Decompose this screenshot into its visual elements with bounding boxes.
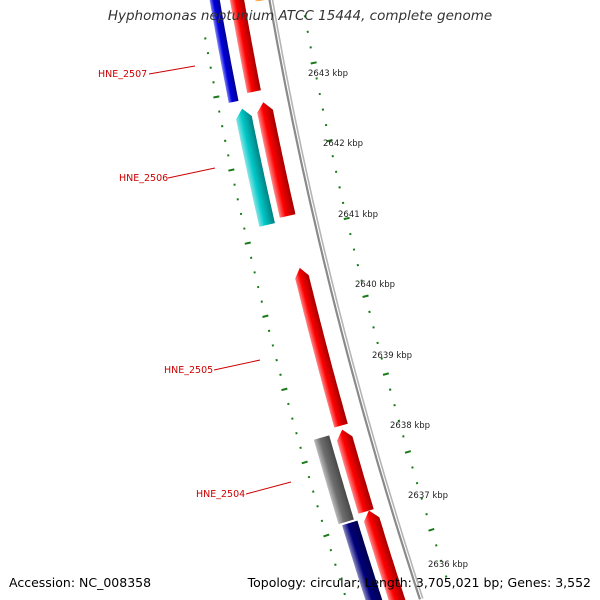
outer-scale-minor-tick: [372, 326, 375, 329]
outer-scale-minor-tick: [439, 559, 443, 563]
map-title: Hyphomonas neptunium ATCC 15444, complet…: [107, 8, 493, 24]
outer-scale-minor-tick: [444, 575, 448, 578]
inner-scale-minor-tick: [291, 417, 294, 420]
inner-scale-minor-tick: [320, 519, 324, 523]
inner-scale-minor-tick: [243, 227, 246, 230]
outer-scale-minor-tick: [402, 435, 405, 438]
inner-scale-minor-tick: [316, 505, 319, 508]
inner-scale-minor-tick: [334, 563, 337, 566]
outer-scale-major-tick: [382, 372, 390, 376]
inner-scale-minor-tick: [256, 285, 260, 289]
outer-scale-major-tick: [404, 450, 412, 454]
gene-hne-2505: [295, 267, 348, 428]
kbp-label: 2638 kbp: [390, 421, 430, 431]
inner-scale-minor-tick: [307, 475, 311, 479]
gene-block-forward-bottom: [364, 510, 406, 600]
backbone-highlight: [271, 0, 424, 599]
inner-scale-minor-tick: [260, 300, 263, 303]
gene-block-reverse-top: [209, 0, 239, 103]
gene-hne-2506-reverse: [236, 108, 275, 227]
outer-scale-major-tick: [343, 216, 350, 221]
outer-scale-minor-tick: [356, 263, 360, 267]
gene-label-leader: [213, 359, 261, 371]
inner-scale-major-tick: [262, 314, 269, 318]
gene-label-leader: [167, 167, 216, 179]
kbp-label: 2640 kbp: [355, 280, 395, 290]
feature-track: [209, 0, 406, 600]
outer-scale-minor-tick: [425, 512, 428, 516]
labels-layer: 2643 kbp 2642 kbp 2641 kbp 2640 kbp 2639 kbp…: [98, 65, 468, 570]
gene-label: HNE_2505: [164, 365, 213, 376]
inner-scale-major-tick: [281, 387, 288, 392]
inner-scale-major-tick: [228, 168, 235, 172]
outer-scale-major-tick: [362, 294, 369, 298]
outer-scale-minor-tick: [338, 186, 341, 189]
inner-scale-minor-tick: [299, 446, 302, 450]
inner-scale-minor-tick: [312, 490, 315, 493]
inner-scale-minor-tick: [343, 592, 346, 596]
gene-hne-2504-forward: [337, 429, 374, 514]
inner-scale-major-tick: [213, 95, 220, 99]
gene-label: HNE_2506: [119, 173, 168, 184]
inner-scale-major-tick: [244, 241, 251, 245]
orange-feature-top: [255, 0, 265, 2]
outer-scale-minor-tick: [411, 466, 414, 469]
outer-scale-minor-tick: [420, 497, 424, 500]
backbone-track: [268, 0, 424, 600]
genome-summary-text: Topology: circular; Length: 3,705,021 bp…: [247, 575, 591, 590]
gene-label: HNE_2507: [98, 69, 147, 80]
kbp-label: 2643 kbp: [308, 69, 348, 79]
outer-scale-minor-tick: [376, 341, 379, 345]
gene-block-reverse-bottom: [342, 520, 383, 600]
gene-hne-2504-other: [313, 435, 354, 525]
outer-scale-minor-tick: [352, 248, 356, 251]
inner-scale-minor-tick: [295, 431, 298, 435]
scale-ticks: [204, 15, 448, 596]
outer-scale-major-tick: [428, 527, 435, 532]
outer-scale-minor-tick: [434, 544, 438, 547]
inner-scale-major-tick: [323, 533, 330, 538]
gene-label-leader: [148, 65, 196, 75]
gene-hne-2506-forward: [257, 102, 296, 218]
inner-scale-minor-tick: [329, 548, 333, 552]
outer-scale-minor-tick: [415, 481, 419, 485]
outer-scale-minor-tick: [349, 232, 352, 236]
inner-scale-minor-tick: [279, 373, 282, 376]
outer-scale-minor-tick: [393, 403, 396, 407]
outer-scale-minor-tick: [388, 388, 392, 391]
outer-scale-minor-tick: [397, 419, 401, 423]
outer-scale-minor-tick: [380, 357, 383, 360]
accession-text: Accession: NC_008358: [9, 575, 152, 590]
kbp-label: 2636 kbp: [428, 560, 468, 570]
inner-scale-minor-tick: [275, 358, 278, 362]
kbp-label: 2642 kbp: [323, 139, 363, 149]
inner-scale-minor-tick: [338, 578, 342, 581]
backbone-line: [268, 0, 422, 600]
kbp-label: 2637 kbp: [408, 491, 448, 501]
kbp-label: 2641 kbp: [338, 210, 378, 220]
gene-label-leader: [245, 481, 292, 495]
gene-label: HNE_2504: [196, 489, 245, 500]
outer-scale-major-tick: [326, 139, 333, 143]
inner-scale-minor-tick: [271, 344, 275, 347]
gene-block-forward-top: [229, 0, 261, 93]
inner-scale-minor-tick: [287, 402, 290, 406]
outer-scale-minor-tick: [368, 310, 371, 314]
outer-scale-major-tick: [310, 61, 317, 65]
inner-scale-minor-tick: [267, 329, 271, 333]
kbp-label: 2639 kbp: [372, 351, 412, 361]
inner-scale-major-tick: [301, 460, 308, 465]
